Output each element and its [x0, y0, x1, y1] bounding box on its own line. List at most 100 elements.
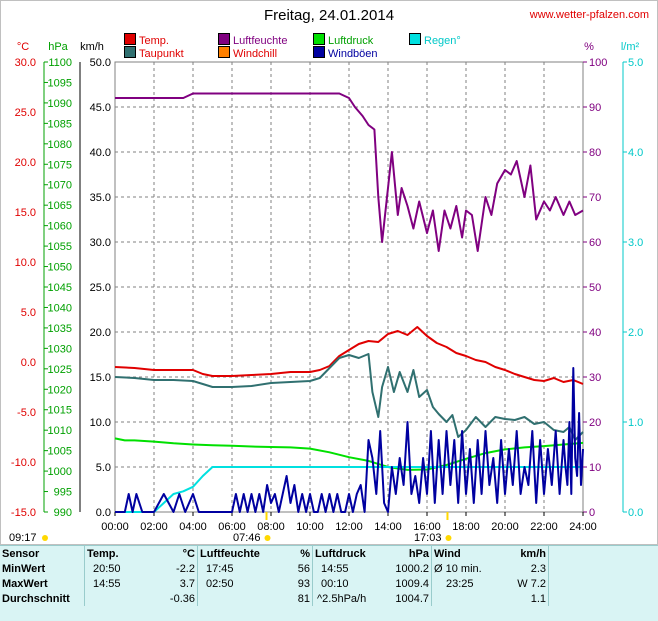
humidity-tick-label: 60: [589, 237, 601, 249]
legend-swatch: [218, 33, 230, 45]
stats-header-hum: Luftfeuchte: [197, 546, 280, 561]
series-line-1: [114, 353, 584, 441]
legend-swatch: [313, 46, 325, 58]
wind-tick-label: 20.0: [90, 327, 111, 339]
stats-cell: 1004.7: [395, 592, 429, 605]
wind-tick-label: 0.0: [96, 507, 111, 519]
time-tick-label: 22:00: [530, 521, 558, 533]
stats-cell: 3.7: [179, 577, 195, 590]
wind-tick-label: 35.0: [90, 192, 111, 204]
stats-row-label: Durchschnitt: [2, 592, 70, 605]
wind-tick-label: 10.0: [90, 417, 111, 429]
temp-axis-unit: °C: [17, 41, 29, 53]
sun-icon: [42, 535, 48, 541]
rain-tick-label: 0.0: [628, 507, 643, 519]
sun-icon: [264, 535, 271, 541]
stats-header-hum-unit: %: [300, 547, 310, 560]
pressure-tick-label: 1035: [48, 323, 72, 335]
stats-table: Sensor Temp. °C Luftfeuchte % Luftdruck …: [0, 546, 643, 606]
stats-cell: 17:45: [197, 561, 280, 576]
chart-title: Freitag, 24.01.2014: [263, 7, 395, 24]
stats-cell: 00:10: [312, 576, 383, 591]
wind-tick-label: 5.0: [96, 462, 111, 474]
stats-panel: Sensor Temp. °C Luftfeuchte % Luftdruck …: [0, 545, 658, 621]
legend-label: Windchill: [233, 48, 278, 60]
legend-pressure: Luftdruck: [313, 33, 373, 47]
series-line-2: [115, 92, 584, 252]
pressure-tick-label: 995: [54, 487, 72, 499]
stats-header-wind-unit: km/h: [520, 547, 546, 560]
legend-dewpoint: Taupunkt: [124, 46, 184, 60]
pressure-tick-label: 1015: [48, 405, 72, 417]
stats-cell: Ø 10 min.: [431, 561, 496, 576]
time-tick-label: 02:00: [140, 521, 168, 533]
time-tick-label: 12:00: [335, 521, 363, 533]
time-tick-label: 00:00: [101, 521, 129, 533]
legend-rain: Regen°: [409, 33, 461, 47]
stats-cell: 56: [297, 562, 310, 575]
stats-cell: 02:50: [197, 576, 280, 591]
stats-cell: -0.36: [169, 592, 195, 605]
stats-header-row: Sensor Temp. °C Luftfeuchte % Luftdruck …: [0, 546, 643, 561]
stats-cell: 14:55: [312, 561, 383, 576]
stats-cell: 20:50: [84, 561, 147, 576]
pressure-tick-label: 1020: [48, 384, 72, 396]
humidity-tick-label: 20: [589, 417, 601, 429]
temp-tick-label: -10.0: [11, 457, 36, 469]
stats-spacer: [548, 576, 643, 591]
pressure-tick-label: 1005: [48, 446, 72, 458]
pressure-tick-label: 1060: [48, 221, 72, 233]
humidity-tick-label: 90: [589, 102, 601, 114]
wind-tick-label: 50.0: [90, 57, 111, 69]
pressure-tick-label: 1055: [48, 241, 72, 253]
pressure-tick-label: 1090: [48, 98, 72, 110]
pressure-tick-label: 1010: [48, 425, 72, 437]
rain-tick-label: 4.0: [628, 147, 643, 159]
legend-label: Luftfeuchte: [233, 35, 288, 47]
legend-humidity: Luftfeuchte: [218, 33, 287, 47]
stats-cell: 93: [297, 577, 310, 590]
time-tick-label: 08:00: [257, 521, 285, 533]
rain-tick-label: 2.0: [628, 327, 643, 339]
pressure-tick-label: 1095: [48, 77, 72, 89]
humidity-tick-label: 50: [589, 282, 601, 294]
sunrise-label: 09:17: [9, 532, 37, 544]
temp-tick-label: 10.0: [15, 257, 36, 269]
time-tick-label: 24:00: [569, 521, 597, 533]
stats-row-max: MaxWert 14:55 3.7 02:50 93 00:10 1009.4 …: [0, 576, 643, 591]
temp-tick-label: 0.0: [21, 357, 36, 369]
stats-cell: 1.1: [530, 592, 546, 605]
temp-tick-label: 15.0: [15, 207, 36, 219]
stats-row-label: MaxWert: [2, 577, 48, 590]
stats-cell: [431, 591, 496, 606]
wind-tick-label: 30.0: [90, 237, 111, 249]
legend-swatch: [409, 33, 421, 45]
rain-tick-label: 1.0: [628, 417, 643, 429]
pressure-tick-label: 1080: [48, 139, 72, 151]
legend-label: Windböen: [328, 48, 378, 60]
humidity-tick-label: 100: [589, 57, 607, 69]
stats-header-temp-unit: °C: [182, 547, 195, 560]
stats-header-wind: Wind: [431, 546, 496, 561]
stats-header-sensor: Sensor: [2, 547, 40, 560]
legend-label: Temp.: [139, 35, 169, 47]
temp-tick-label: -15.0: [11, 507, 36, 519]
temp-tick-label: 30.0: [15, 57, 36, 69]
stats-cell: ^2.5hPa/h: [312, 591, 383, 606]
time-tick-label: 06:00: [218, 521, 246, 533]
time-tick-label: 18:00: [452, 521, 480, 533]
stats-spacer: [548, 546, 643, 561]
wind-tick-label: 45.0: [90, 102, 111, 114]
wind-tick-label: 40.0: [90, 147, 111, 159]
rain-tick-label: 3.0: [628, 237, 643, 249]
stats-cell: 23:25: [431, 576, 496, 591]
stats-row-min: MinWert 20:50 -2.2 17:45 56 14:55 1000.2…: [0, 561, 643, 576]
stats-cell: 1000.2: [395, 562, 429, 575]
site-link[interactable]: www.wetter-pfalzen.com: [529, 9, 649, 21]
pressure-tick-label: 990: [54, 507, 72, 519]
legend-swatch: [124, 46, 136, 58]
weather-chart: °C hPa km/h% l/m² 30.0 25.0 20.0 15.0 10.0 5.0 0.0…: [0, 0, 658, 545]
legend-temp: Temp.: [124, 33, 169, 47]
legend-label: Regen°: [424, 35, 461, 47]
stats-header-temp: Temp.: [84, 546, 147, 561]
